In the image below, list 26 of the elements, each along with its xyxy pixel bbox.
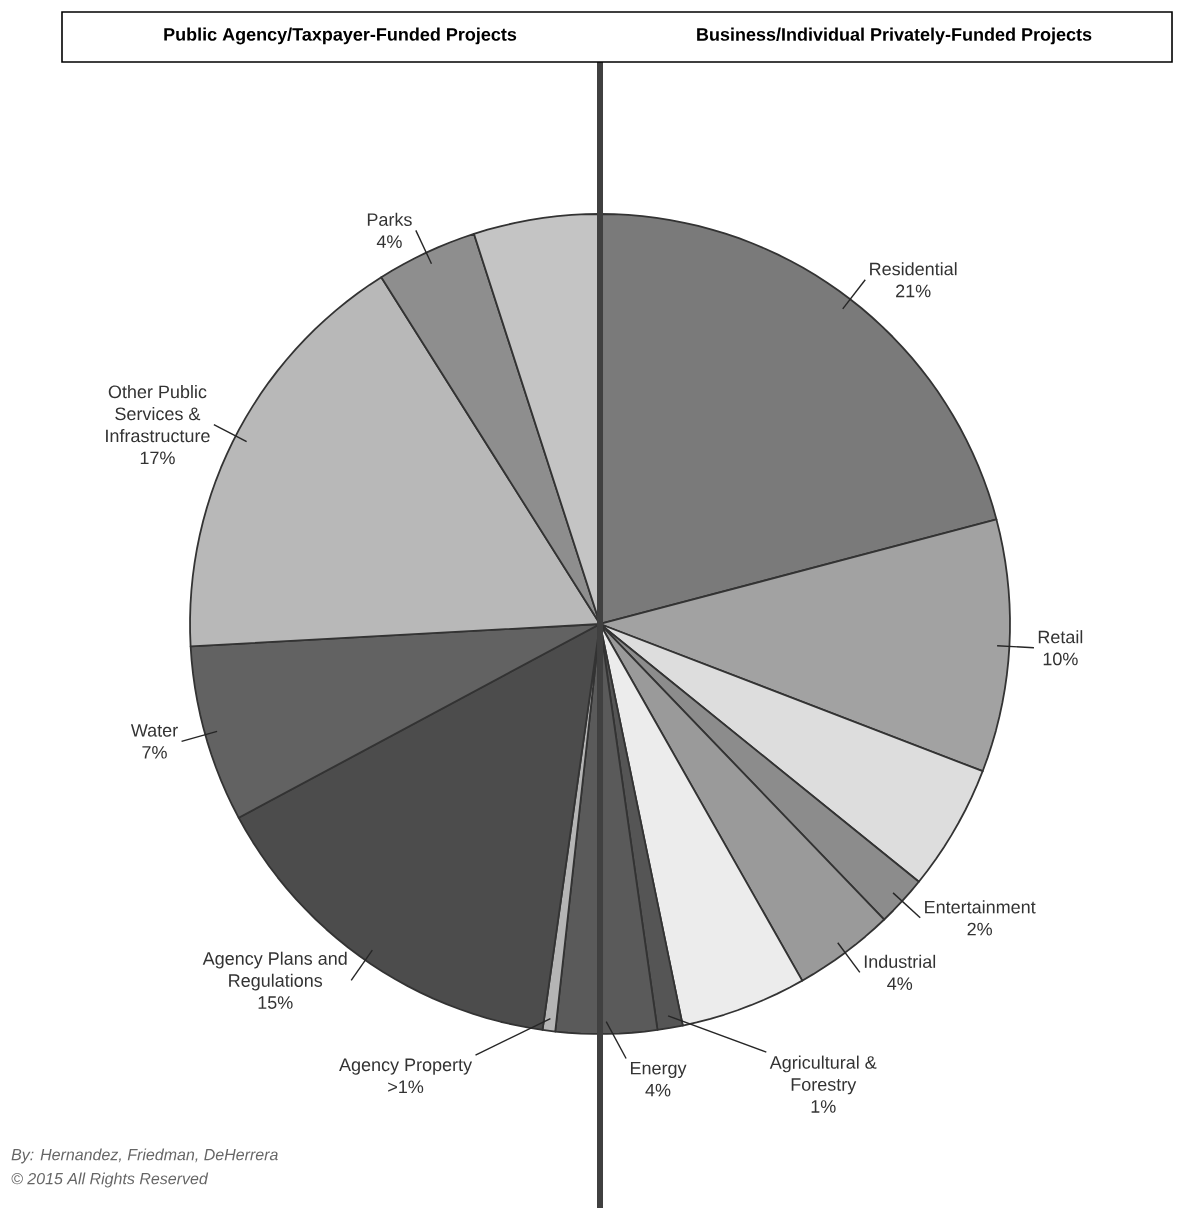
data-label: 1%: [811, 1100, 836, 1113]
slice-label: Agency Property: [339, 1058, 473, 1075]
data-label: 15%: [258, 996, 293, 1009]
data-label: 7%: [142, 746, 167, 759]
text: Business/Individual Privately-Funded Projects: [697, 27, 1092, 45]
data-label: 10%: [1043, 652, 1078, 666]
slice-label: Agency Plans and Regulations: [202, 951, 347, 991]
data-label: 4%: [645, 1083, 671, 1097]
text: By: Hernandez, Friedman, DeHerrera: [11, 1148, 278, 1164]
slice-label: Other Public Services & Infrastructure: [106, 384, 210, 443]
data-label: 2%: [967, 922, 993, 936]
slice-label: Industrial: [864, 954, 936, 969]
slice-label: Retail: [1038, 630, 1083, 644]
slice-label: Parks: [367, 212, 412, 226]
text: © 2015 All Rights Reserved: [11, 1172, 209, 1188]
slice-label: Water: [130, 724, 178, 737]
slice-label: Agricultural & Forestry: [769, 1055, 877, 1095]
data-label: 21%: [896, 284, 931, 298]
slice-label: Entertainment: [925, 900, 1036, 914]
slice-label: Energy: [630, 1061, 687, 1079]
data-label: 17%: [140, 451, 175, 465]
slice-label: Residential: [870, 262, 957, 276]
data-label: 4%: [887, 977, 913, 990]
data-label: 4%: [376, 235, 402, 248]
data-label: >1%: [388, 1080, 424, 1094]
text: Public Agency/Taxpayer-Funded Projects: [164, 27, 517, 45]
